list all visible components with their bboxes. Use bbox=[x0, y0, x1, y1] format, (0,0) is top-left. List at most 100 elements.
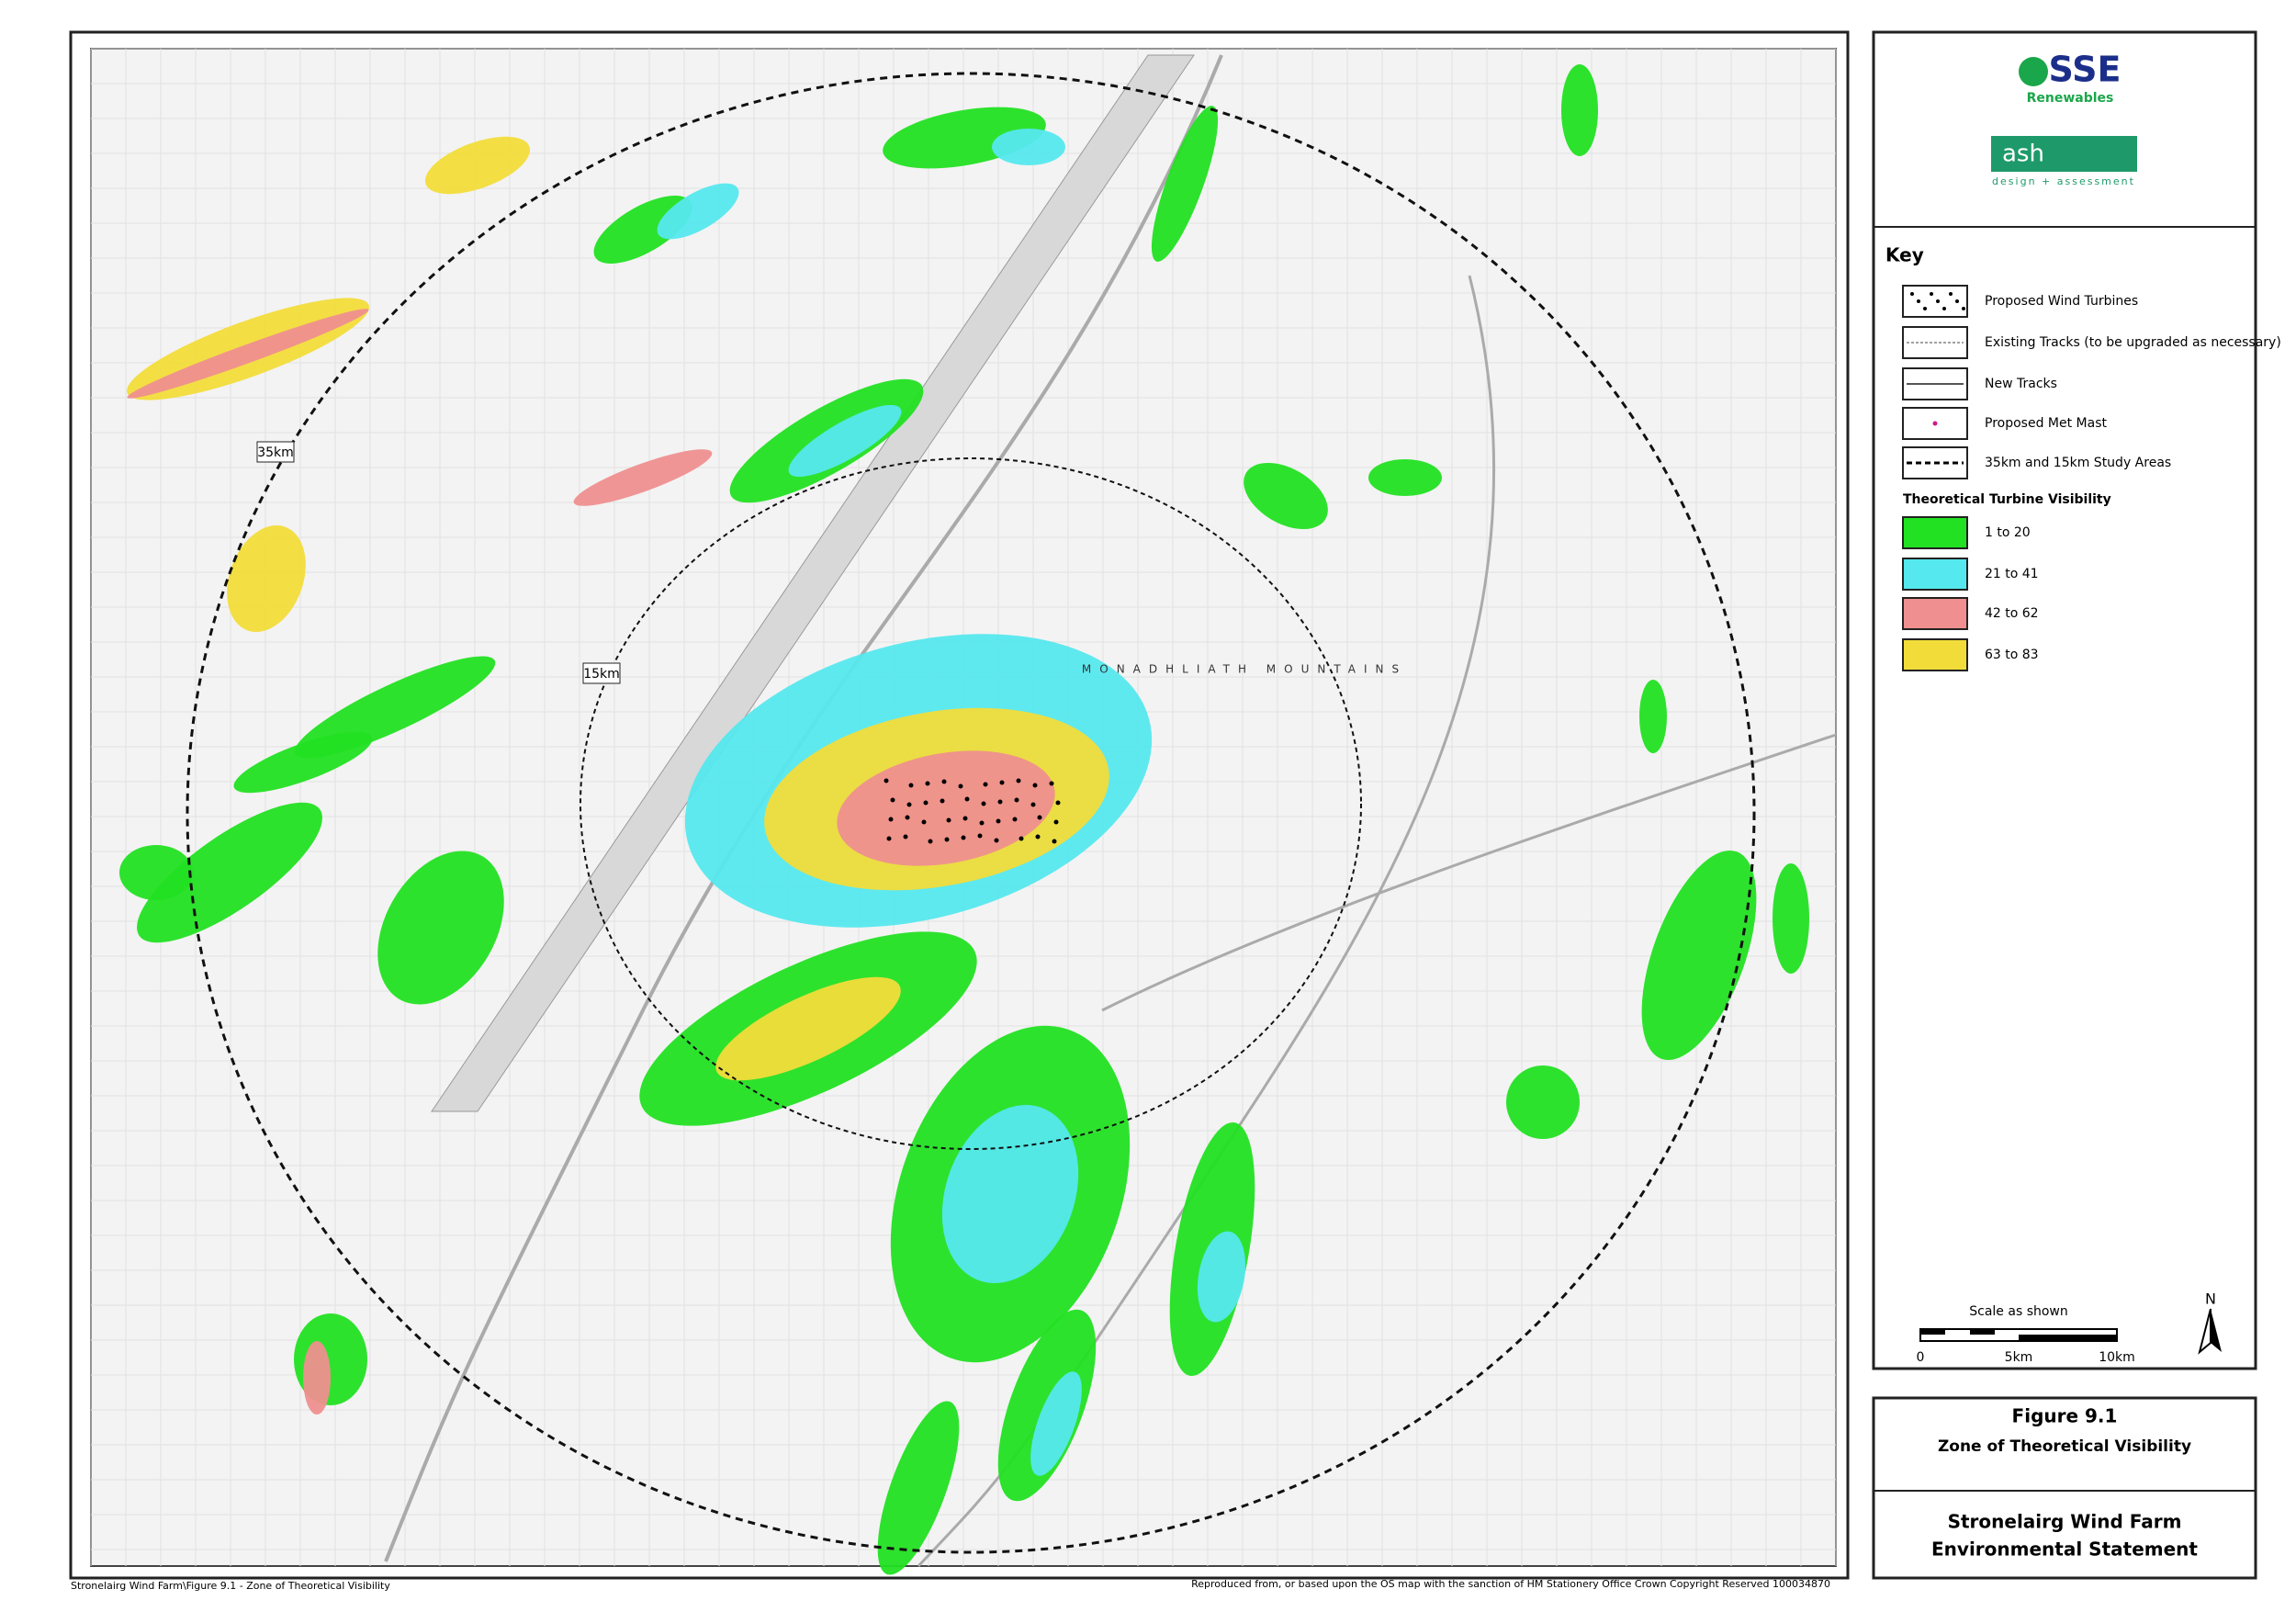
visibility-zone bbox=[377, 851, 504, 1005]
turbine bbox=[941, 779, 947, 784]
key: Proposed Wind Turbines Existing Tracks (t… bbox=[1902, 285, 2281, 671]
title-box bbox=[1872, 1396, 2257, 1580]
turbine bbox=[1055, 800, 1061, 806]
turbine bbox=[884, 778, 889, 783]
turbine bbox=[946, 817, 951, 823]
key-label: New Tracks bbox=[1985, 377, 2057, 391]
map-label: MONADHLIATH MOUNTAINS bbox=[1082, 663, 1407, 676]
logo-mark bbox=[2019, 57, 2048, 86]
turbine bbox=[958, 783, 963, 789]
visibility-zone bbox=[877, 1401, 960, 1575]
turbine bbox=[905, 815, 910, 820]
label-box bbox=[256, 441, 295, 463]
visibility-zone bbox=[992, 129, 1065, 165]
turbine bbox=[1053, 819, 1059, 825]
turbine bbox=[996, 818, 1001, 824]
key-symbol bbox=[1932, 421, 1938, 426]
turbine bbox=[890, 797, 895, 803]
legend-panel bbox=[1872, 30, 2257, 1370]
scale-label: 10km bbox=[2099, 1350, 2135, 1365]
turbine bbox=[1030, 802, 1036, 807]
turbine bbox=[977, 833, 983, 839]
turbine bbox=[983, 782, 988, 787]
key-label: 42 to 62 bbox=[1985, 606, 2039, 621]
key-label: Proposed Met Mast bbox=[1985, 416, 2107, 431]
key-swatch bbox=[1902, 516, 1968, 549]
north-arrow bbox=[2211, 1309, 2222, 1352]
turbine bbox=[979, 820, 985, 826]
scale-label: 0 bbox=[1917, 1350, 1925, 1365]
visibility-zone bbox=[1773, 863, 1809, 974]
turbine bbox=[997, 799, 1003, 805]
partner-name: ash bbox=[2002, 141, 2044, 168]
key-label: 1 to 20 bbox=[1985, 525, 2031, 540]
visibility-zone bbox=[837, 750, 1055, 866]
key-symbol bbox=[1962, 307, 1965, 310]
visibility-zone bbox=[657, 183, 739, 240]
visibility-zone bbox=[1641, 850, 1757, 1061]
turbine bbox=[981, 801, 986, 806]
key-symbol bbox=[1930, 292, 1933, 296]
study-area-15km bbox=[580, 457, 1362, 1150]
scale-bar bbox=[1920, 1329, 1945, 1335]
visibility-zone bbox=[424, 136, 531, 195]
visibility-zone bbox=[788, 404, 902, 478]
key-symbol bbox=[1910, 292, 1914, 296]
turbine bbox=[1012, 817, 1018, 822]
turbines bbox=[884, 778, 1061, 844]
road bbox=[384, 54, 1223, 1562]
turbine bbox=[999, 780, 1005, 785]
turbine bbox=[888, 817, 894, 822]
footer-left: Stronelairg Wind Farm\Figure 9.1 - Zone … bbox=[71, 1580, 390, 1592]
logo: SSE bbox=[2049, 50, 2122, 90]
key-swatch bbox=[1902, 558, 1968, 591]
visibility-zones bbox=[119, 64, 1809, 1575]
visibility-zone bbox=[1030, 1371, 1082, 1476]
visibility-zone bbox=[303, 1341, 331, 1414]
scale-bar bbox=[2019, 1335, 2117, 1341]
turbine bbox=[903, 834, 908, 840]
loch bbox=[431, 54, 1195, 1112]
north-label: N bbox=[2205, 1291, 2216, 1308]
key-label: 21 to 41 bbox=[1985, 567, 2039, 581]
visibility-zone bbox=[1197, 1231, 1246, 1323]
turbine bbox=[1052, 839, 1057, 844]
key-swatch bbox=[1902, 597, 1968, 630]
scale-label: 5km bbox=[2005, 1350, 2033, 1365]
turbine bbox=[925, 781, 930, 786]
visibility-zone bbox=[1561, 64, 1598, 156]
visibility-zone bbox=[1368, 459, 1442, 496]
visibility-title: Theoretical Turbine Visibility bbox=[1903, 492, 2111, 507]
key-label: 63 to 83 bbox=[1985, 648, 2039, 662]
turbine bbox=[961, 835, 966, 840]
key-swatch bbox=[1902, 638, 1968, 671]
turbine bbox=[1014, 797, 1019, 803]
label-box bbox=[582, 662, 621, 684]
turbine bbox=[1037, 815, 1042, 820]
turbine bbox=[1049, 781, 1054, 786]
visibility-zone bbox=[1244, 462, 1328, 530]
partner-tagline: design + assessment bbox=[1992, 175, 2135, 187]
key-label: Existing Tracks (to be upgraded as neces… bbox=[1985, 335, 2281, 350]
turbine bbox=[921, 819, 927, 825]
map-label: 35km bbox=[257, 445, 294, 460]
key-symbol bbox=[1955, 299, 1959, 303]
visibility-zone bbox=[1151, 106, 1219, 262]
visibility-zone bbox=[233, 731, 373, 794]
turbine bbox=[886, 836, 892, 841]
turbine bbox=[964, 796, 970, 802]
key-symbol bbox=[1917, 299, 1920, 303]
key-symbol bbox=[1936, 299, 1940, 303]
logo-subtitle: Renewables bbox=[2027, 91, 2114, 106]
road bbox=[1101, 733, 1837, 1012]
visibility-zone bbox=[1506, 1065, 1580, 1139]
turbine bbox=[1019, 836, 1024, 841]
turbine bbox=[908, 783, 914, 788]
key-symbol bbox=[1942, 307, 1946, 310]
document-name: Environmental Statement bbox=[1931, 1538, 2198, 1561]
key-label: 35km and 15km Study Areas bbox=[1985, 456, 2171, 470]
project-name: Stronelairg Wind Farm bbox=[1948, 1511, 2182, 1533]
visibility-zone bbox=[573, 449, 713, 506]
